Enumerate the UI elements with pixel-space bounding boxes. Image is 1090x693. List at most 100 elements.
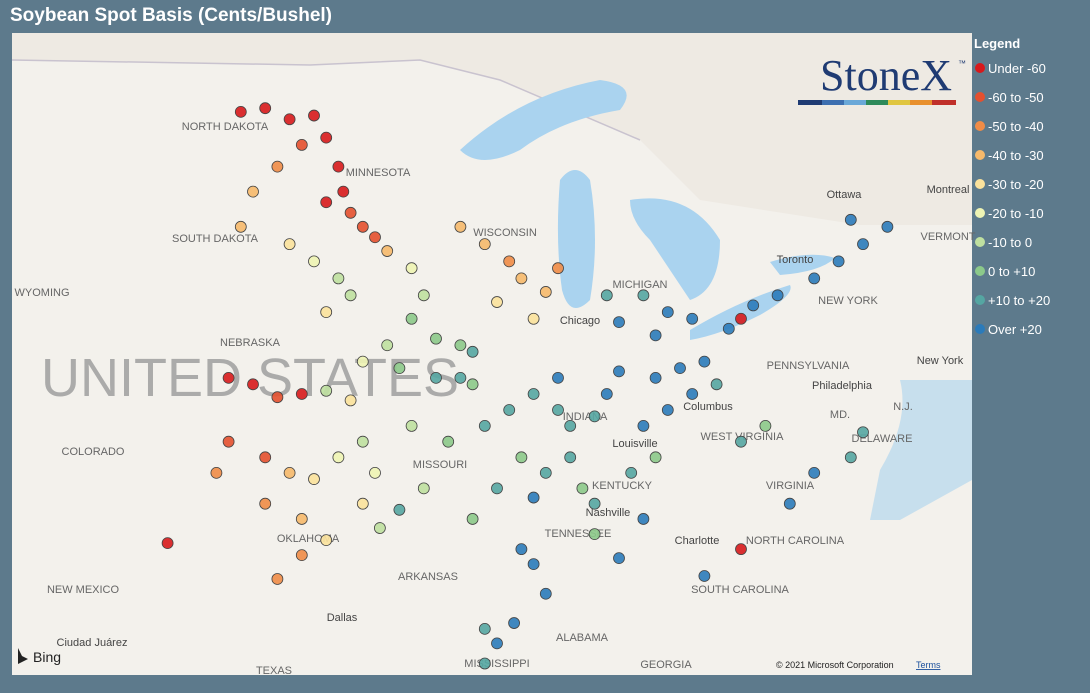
place-label: COLORADO <box>62 446 125 458</box>
place-label: Charlotte <box>675 535 720 547</box>
basis-point <box>527 491 540 504</box>
basis-point <box>417 289 430 302</box>
place-label: PENNSYLVANIA <box>767 360 850 372</box>
legend-label: -20 to -10 <box>988 206 1044 221</box>
basis-point <box>222 371 235 384</box>
basis-point <box>600 289 613 302</box>
title: Soybean Spot Basis (Cents/Bushel) <box>10 5 332 26</box>
place-label: TEXAS <box>256 665 292 677</box>
brand-logo: StoneX <box>820 51 952 100</box>
basis-point <box>491 482 503 495</box>
basis-point <box>527 388 540 400</box>
basis-point <box>271 160 284 173</box>
basis-point <box>478 238 491 251</box>
basis-point <box>320 384 333 397</box>
basis-point <box>405 262 418 275</box>
basis-point <box>661 306 674 318</box>
place-label: ARKANSAS <box>398 571 458 583</box>
basis-point <box>320 196 333 209</box>
bing-icon <box>18 648 28 664</box>
basis-point <box>478 657 491 670</box>
legend: Legend Under -60 -60 to -50 -50 to -40 -40 … <box>974 36 1050 337</box>
basis-point <box>210 466 223 479</box>
basis-point <box>442 435 455 448</box>
basis-point <box>356 435 369 448</box>
basis-point <box>381 339 394 352</box>
legend-title: Legend <box>974 36 1020 51</box>
map: NORTH DAKOTA MINNESOTA SOUTH DAKOTA WISCONS… <box>11 33 976 677</box>
basis-point <box>857 426 869 439</box>
basis-point <box>259 102 272 115</box>
basis-point <box>515 543 528 556</box>
basis-point <box>539 286 552 298</box>
terms-link[interactable]: Terms <box>916 660 941 670</box>
place-label: MD. <box>830 409 850 421</box>
basis-point <box>613 316 625 328</box>
bing-label: Bing <box>33 649 61 665</box>
basis-point <box>686 388 699 400</box>
basis-point <box>478 419 491 432</box>
basis-point <box>564 451 577 464</box>
legend-swatch <box>975 92 985 102</box>
place-label: Dallas <box>327 612 358 624</box>
basis-point <box>405 312 418 325</box>
basis-point <box>247 378 259 391</box>
place-label: NORTH CAROLINA <box>746 535 845 547</box>
basis-point <box>283 466 296 479</box>
basis-point <box>588 410 601 423</box>
place-label: New York <box>917 355 964 367</box>
basis-point <box>613 365 625 378</box>
basis-point <box>466 378 479 391</box>
basis-point <box>454 371 467 384</box>
basis-point <box>405 419 418 432</box>
lake-erie <box>690 285 791 340</box>
basis-point <box>576 482 589 495</box>
basis-point <box>844 213 857 226</box>
place-label: Columbus <box>683 401 733 413</box>
basis-point <box>344 206 357 219</box>
legend-label: -30 to -20 <box>988 177 1044 192</box>
basis-point <box>759 419 772 432</box>
copyright: © 2021 Microsoft Corporation <box>776 660 894 670</box>
basis-point <box>539 587 552 600</box>
basis-point <box>613 552 625 565</box>
lake-michigan <box>557 170 595 308</box>
place-label: VERMONT <box>921 231 976 243</box>
basis-point <box>283 113 296 126</box>
basis-point <box>417 482 430 495</box>
basis-point <box>283 238 296 251</box>
basis-point <box>881 220 894 233</box>
basis-point <box>527 558 540 571</box>
basis-point <box>515 451 528 464</box>
basis-point <box>344 289 357 302</box>
basis-point <box>161 537 174 550</box>
basis-point <box>637 513 650 525</box>
basis-point <box>722 322 735 335</box>
place-label: Nashville <box>586 507 631 519</box>
place-label: NEW YORK <box>818 295 878 307</box>
basis-point <box>332 451 345 464</box>
legend-swatch <box>975 208 985 218</box>
place-label: KENTUCKY <box>592 480 653 492</box>
legend-label: +10 to +20 <box>988 293 1050 308</box>
legend-swatch <box>975 150 985 160</box>
legend-label: -40 to -30 <box>988 148 1044 163</box>
place-label: Ottawa <box>827 189 863 201</box>
basis-point <box>600 388 613 400</box>
basis-point <box>508 617 520 629</box>
place-label: Louisville <box>612 438 657 450</box>
basis-point <box>698 570 711 582</box>
legend-label: -50 to -40 <box>988 119 1044 134</box>
place-label: SOUTH DAKOTA <box>172 233 259 245</box>
basis-point <box>247 185 259 198</box>
place-label: TENNESSEE <box>545 528 612 540</box>
basis-point <box>295 388 308 400</box>
basis-point <box>698 355 711 368</box>
legend-label: Over +20 <box>988 322 1042 337</box>
basis-point <box>783 497 796 510</box>
place-label: Chicago <box>560 315 600 327</box>
basis-point <box>320 131 333 144</box>
brand-stripes <box>798 100 956 105</box>
basis-point <box>735 543 747 556</box>
basis-point <box>637 419 650 432</box>
